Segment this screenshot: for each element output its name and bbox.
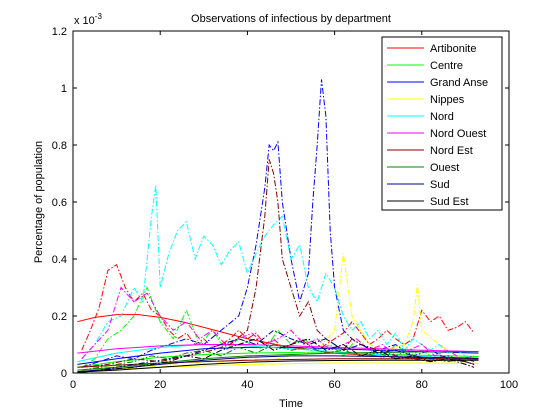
chart-title: Observations of infectious by department: [191, 13, 391, 25]
x-tick-label: 40: [241, 379, 253, 391]
y-tick-label: 0.8: [52, 140, 67, 152]
y-tick-label: 0: [61, 368, 67, 380]
legend-box: [381, 36, 503, 211]
x-tick-label: 80: [416, 379, 428, 391]
legend-label-sud-est: Sud Est: [430, 196, 469, 208]
x-tick-label: 20: [154, 379, 166, 391]
series-observed-sud-est: [81, 338, 475, 373]
y-tick-label: 0.2: [52, 311, 67, 323]
legend-label-nord: Nord: [430, 111, 454, 123]
legend-label-artibonite: Artibonite: [430, 43, 476, 55]
legend-label-sud: Sud: [430, 179, 450, 191]
series-fit-sud: [77, 355, 479, 373]
y-tick-label: 0.4: [52, 254, 67, 266]
y-tick-label: 1: [61, 83, 67, 95]
series-fit-nord-ouest: [77, 344, 479, 354]
x-tick-label: 60: [328, 379, 340, 391]
legend-label-grand-anse: Grand Anse: [430, 77, 488, 89]
series-fit-sud-est: [77, 359, 479, 373]
legend-label-nippes: Nippes: [430, 94, 465, 106]
x-tick-label: 100: [500, 379, 518, 391]
y-tick-label: 0.6: [52, 197, 67, 209]
plot-series: [77, 79, 479, 373]
legend: Artibonite Centre Grand Anse Nippes Nord Nord…: [381, 36, 503, 211]
legend-label-ouest: Ouest: [430, 162, 459, 174]
x-tick-label: 0: [70, 379, 76, 391]
x-axis-label: Time: [279, 398, 303, 410]
series-observed-nord-ouest: [81, 286, 475, 360]
legend-label-nord-ouest: Nord Ouest: [430, 128, 486, 140]
series-observed-nippes: [81, 253, 475, 371]
series-observed-artibonite: [81, 263, 475, 351]
series-fit-centre: [77, 351, 479, 368]
series-observed-nord: [81, 184, 475, 360]
series-observed-sud: [81, 329, 475, 373]
y-axis-label: Percentage of population: [33, 141, 45, 263]
y-exponent-label: x 10-3: [74, 12, 102, 27]
legend-label-centre: Centre: [430, 60, 463, 72]
axis-ticks: 0 20 40 60 80 100 0 0.2 0.4 0.6 0.8 1 1.2: [52, 26, 518, 391]
series-fit-ouest: [77, 351, 479, 371]
y-tick-label: 1.2: [52, 26, 67, 38]
legend-label-nord-est: Nord Est: [430, 145, 473, 157]
